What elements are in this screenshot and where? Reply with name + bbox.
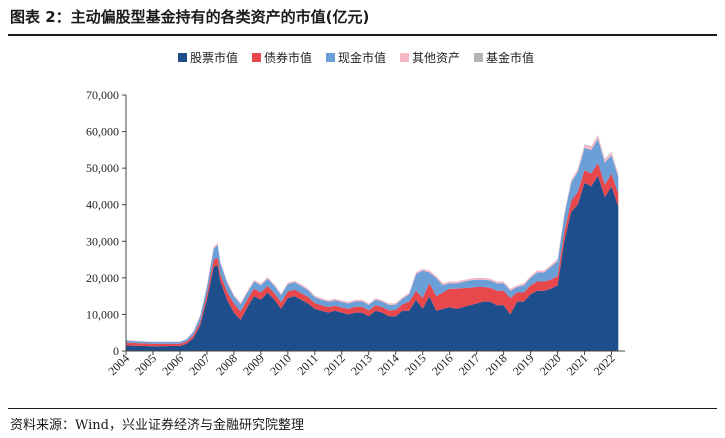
x-tick-label: 2014 <box>375 351 402 378</box>
area-series-0 <box>126 175 619 351</box>
legend-swatch <box>474 53 483 62</box>
chart-axes: 0 10,000 20,000 30,000 40,000 50,000 60,000 70,… <box>86 88 625 378</box>
y-tick-label: 50,000 <box>86 161 119 175</box>
y-tick-label: 20,000 <box>86 271 119 285</box>
y-tick-label: 60,000 <box>86 125 119 139</box>
x-tick-label: 2006 <box>159 351 186 378</box>
plot-areas <box>126 135 619 351</box>
legend-label: 债券市值 <box>264 50 312 65</box>
y-tick-label: 40,000 <box>86 198 119 212</box>
legend-swatch <box>252 53 261 62</box>
y-tick-label: 70,000 <box>86 88 119 102</box>
legend-item: 基金市值 <box>474 50 534 65</box>
x-tick-label: 2021 <box>564 351 591 378</box>
legend-label: 其他资产 <box>412 51 460 65</box>
legend-label: 现金市值 <box>338 50 386 65</box>
x-tick-label: 2008 <box>213 351 240 378</box>
footer-divider <box>8 408 717 409</box>
x-tick-label: 2012 <box>321 351 348 378</box>
x-tick-label: 2004 <box>105 351 132 378</box>
x-tick-label: 2017 <box>456 351 483 378</box>
legend-swatch <box>178 53 187 62</box>
x-tick-label: 2018 <box>483 351 510 378</box>
legend-label: 基金市值 <box>486 50 534 65</box>
y-tick-label: 0 <box>113 344 119 358</box>
title-divider <box>8 34 717 36</box>
x-tick-label: 2007 <box>186 351 213 378</box>
legend-item: 现金市值 <box>326 50 386 65</box>
area-series-1 <box>126 162 619 347</box>
legend-label: 股票市值 <box>190 50 238 65</box>
x-tick-label: 2020 <box>537 351 564 378</box>
x-tick-label: 2013 <box>348 351 375 378</box>
x-tick-label: 2009 <box>240 351 267 378</box>
x-tick-label: 2016 <box>429 351 456 378</box>
x-tick-label: 2005 <box>132 351 159 378</box>
x-tick-label: 2015 <box>402 351 429 378</box>
legend-item: 其他资产 <box>400 51 460 65</box>
source-note: 资料来源：Wind，兴业证券经济与金融研究院整理 <box>10 418 304 433</box>
x-tick-label: 2022 <box>591 351 618 378</box>
chart-title: 图表 2：主动偏股型基金持有的各类资产的市值(亿元) <box>10 8 370 26</box>
x-tick-label: 2010 <box>267 351 294 378</box>
y-tick-label: 30,000 <box>86 234 119 248</box>
area-series-2 <box>126 138 619 344</box>
legend-item: 债券市值 <box>252 50 312 65</box>
y-tick-label: 10,000 <box>86 307 119 321</box>
stacked-area-chart: 股票市值 债券市值 现金市值 其他资产 基金市值 0 10,000 20,000 30,000… <box>86 50 625 378</box>
x-tick-label: 2019 <box>510 351 537 378</box>
legend-item: 股票市值 <box>178 50 238 65</box>
legend-swatch <box>326 53 335 62</box>
legend-swatch <box>400 53 409 62</box>
chart-legend: 股票市值 债券市值 现金市值 其他资产 基金市值 <box>178 50 534 65</box>
x-tick-label: 2011 <box>294 351 321 378</box>
